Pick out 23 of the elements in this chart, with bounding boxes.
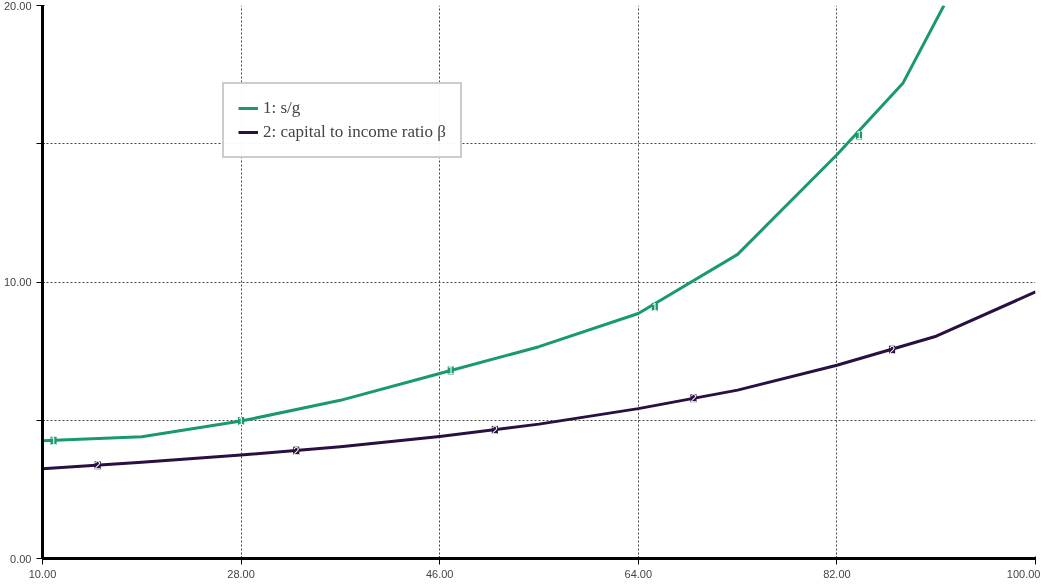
- annotation: 1: [238, 415, 245, 428]
- annotation: 1: [651, 300, 658, 313]
- annotation: 2: [690, 392, 697, 405]
- x-tick-label: 82.00: [823, 567, 851, 580]
- annotation: 2: [889, 343, 896, 356]
- annotation: 2: [293, 444, 300, 457]
- annotation: 2: [491, 423, 498, 436]
- x-tick-label: 46.00: [425, 567, 454, 580]
- x-tick-label: 100.00: [1006, 567, 1041, 580]
- annotation: 1: [447, 364, 454, 377]
- line-series: [42, 5, 946, 443]
- x-tick-label: 10.00: [28, 567, 57, 580]
- legend-label: 1: s/g: [263, 98, 301, 118]
- annotation: 1: [855, 129, 863, 142]
- y-tick-label: 0.00: [10, 552, 32, 565]
- annotation: 2: [94, 459, 101, 472]
- legend-label: 2: capital to income ratio β: [263, 122, 446, 142]
- y-tick-label: 20.00: [3, 0, 32, 12]
- y-tick-label: 10.00: [3, 276, 32, 288]
- line-series: [42, 290, 1036, 471]
- x-tick-label: 28.00: [227, 567, 255, 580]
- x-tick-label: 64.00: [624, 567, 653, 580]
- annotation: 1: [50, 434, 57, 447]
